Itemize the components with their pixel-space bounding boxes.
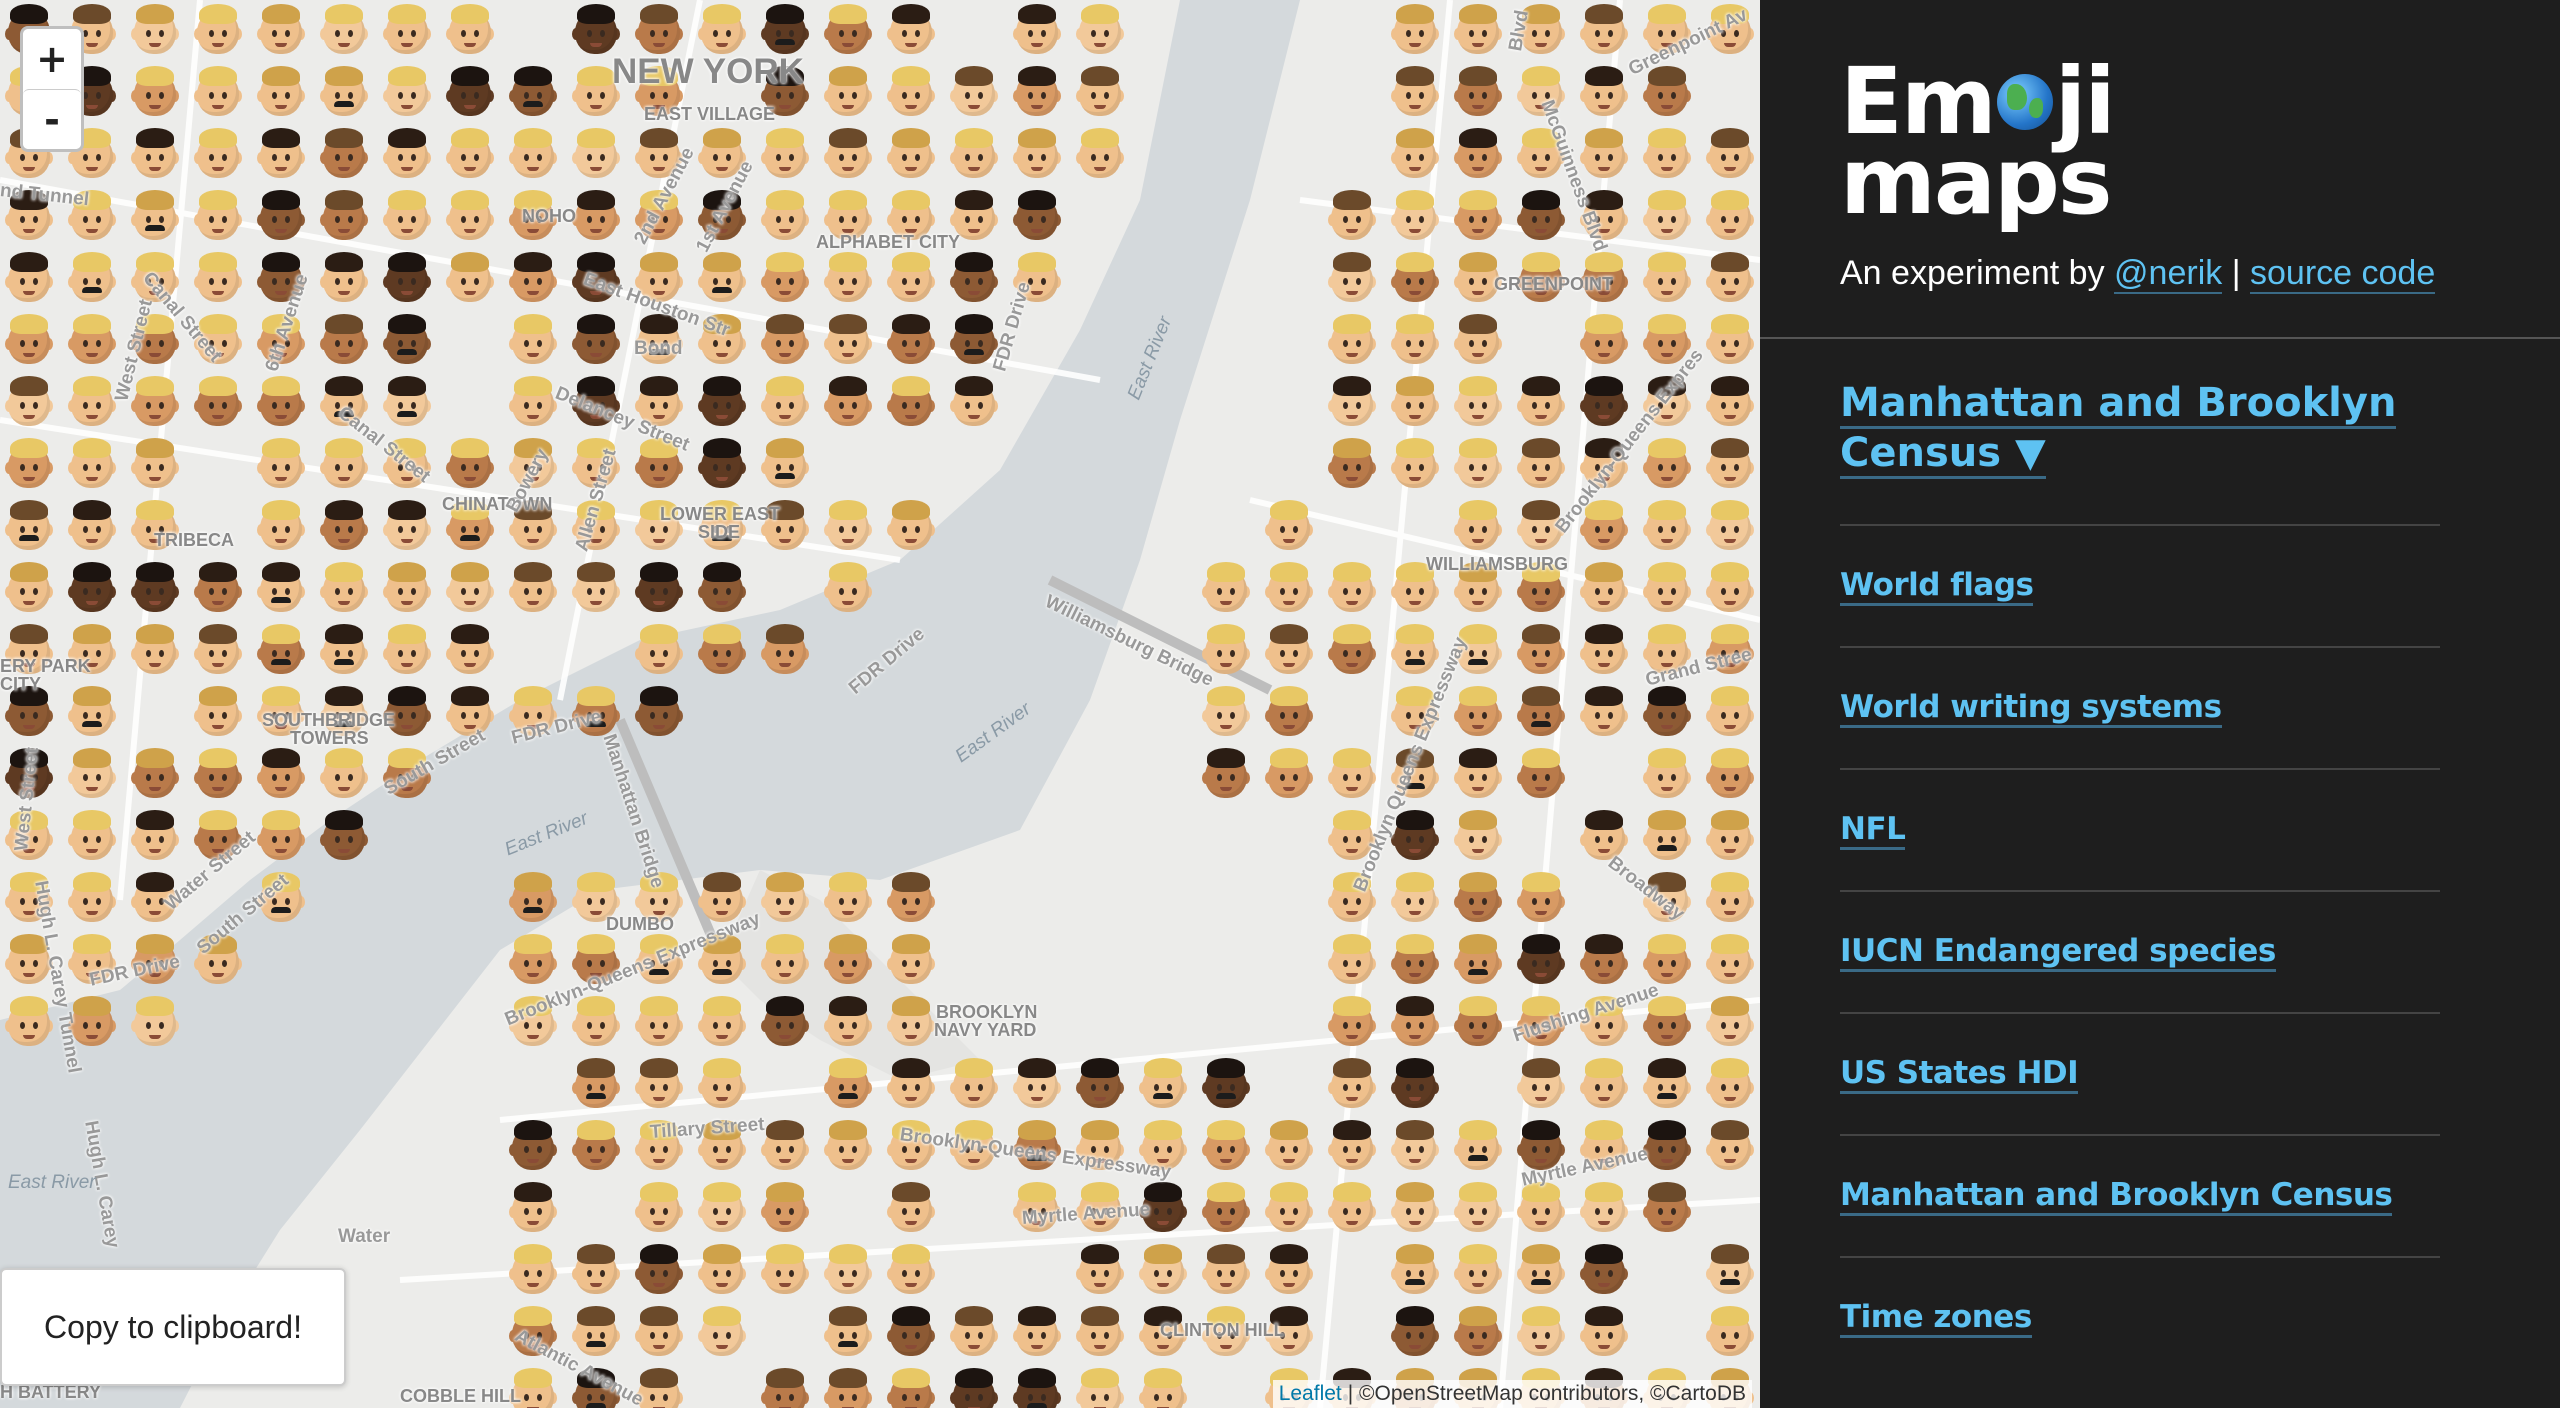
label-battery: H BATTERY	[0, 1382, 101, 1402]
map-attribution: Leaflet | ©OpenStreetMap contributors, ©…	[1272, 1380, 1752, 1408]
separator: |	[2231, 254, 2241, 292]
current-map-label[interactable]: Manhattan and Brooklyn Census ▼	[1840, 380, 2397, 479]
label-east-village: EAST VILLAGE	[644, 104, 776, 124]
street-label: Water	[338, 1226, 391, 1247]
map-list-item: NFL	[1840, 768, 2440, 890]
map-link-census[interactable]: Manhattan and Brooklyn Census	[1840, 1177, 2393, 1216]
attribution-text: | ©OpenStreetMap contributors, ©CartoDB	[1347, 1382, 1746, 1405]
map-list-item: US States HDI	[1840, 1012, 2440, 1134]
tagline: An experiment by @nerik | source code	[1840, 254, 2436, 294]
tagline-text: An experiment by	[1840, 254, 2105, 292]
label-southbridge-2: TOWERS	[290, 728, 369, 748]
label-chinatown: CHINATOWN	[442, 494, 553, 514]
map-list-item: Manhattan and Brooklyn Census	[1840, 1134, 2440, 1256]
label-tribeca: TRIBECA	[154, 530, 234, 550]
label-navy-yard-2: NAVY YARD	[934, 1020, 1037, 1040]
label-alphabet-city: ALPHABET CITY	[816, 232, 960, 252]
map-list-item: World writing systems	[1840, 646, 2440, 768]
copy-to-clipboard-button[interactable]: Copy to clipboard!	[0, 1268, 346, 1386]
label-southbridge: SOUTHBRIDGE	[262, 710, 396, 730]
app-title: Em ji maps	[1840, 56, 2116, 235]
map-link-iucn[interactable]: IUCN Endangered species	[1840, 933, 2276, 972]
map-base	[0, 0, 1760, 1408]
label-dumbo: DUMBO	[606, 914, 674, 934]
label-lower-east-side-2: SIDE	[698, 522, 741, 542]
label-battery-park: ERY PARK	[0, 656, 91, 676]
map-link-time-zones[interactable]: Time zones	[1840, 1299, 2032, 1338]
label-battery-park-2: CITY	[0, 674, 42, 694]
label-cobble-hill: COBBLE HILL	[400, 1386, 521, 1406]
globe-icon	[1996, 73, 2053, 130]
map-list-item: IUCN Endangered species	[1840, 890, 2440, 1012]
map-view[interactable]: NEW YORK EAST VILLAGE NOHO ALPHABET CITY…	[0, 0, 1760, 1408]
map-list-item: World flags	[1840, 524, 2440, 646]
label-new-york: NEW YORK	[612, 52, 804, 91]
title-part: maps	[1840, 128, 2113, 235]
map-link-us-hdi[interactable]: US States HDI	[1840, 1055, 2079, 1094]
sidebar: Em ji maps An experiment by @nerik | sour…	[1760, 0, 2560, 1408]
title-part: ji	[2054, 48, 2116, 155]
map-link-nfl[interactable]: NFL	[1840, 811, 1906, 850]
current-map-dropdown[interactable]: Manhattan and Brooklyn Census ▼	[1840, 378, 2480, 479]
label-greenpoint: GREENPOINT	[1494, 274, 1614, 294]
map-list-item: Time zones	[1840, 1256, 2440, 1378]
map-link-world-flags[interactable]: World flags	[1840, 567, 2034, 606]
water-label: East River	[8, 1172, 96, 1193]
map-list: World flags World writing systems NFL IU…	[1840, 524, 2440, 1378]
zoom-control: + -	[20, 26, 84, 152]
zoom-in-button[interactable]: +	[23, 29, 81, 89]
label-williamsburg: WILLIAMSBURG	[1426, 554, 1568, 574]
street-label: Bond	[634, 338, 683, 359]
label-navy-yard: BROOKLYN	[936, 1002, 1038, 1022]
map-link-writing-systems[interactable]: World writing systems	[1840, 689, 2222, 728]
label-lower-east-side: LOWER EAST	[660, 504, 780, 524]
author-link[interactable]: @nerik	[2114, 254, 2223, 294]
title-part: Em	[1840, 48, 1997, 155]
source-code-link[interactable]: source code	[2250, 254, 2436, 294]
zoom-out-button[interactable]: -	[23, 89, 81, 149]
label-clinton-hill: CLINTON HILL	[1160, 1320, 1285, 1340]
label-noho: NOHO	[522, 206, 576, 226]
divider	[1760, 337, 2560, 339]
leaflet-link[interactable]: Leaflet	[1278, 1382, 1342, 1405]
